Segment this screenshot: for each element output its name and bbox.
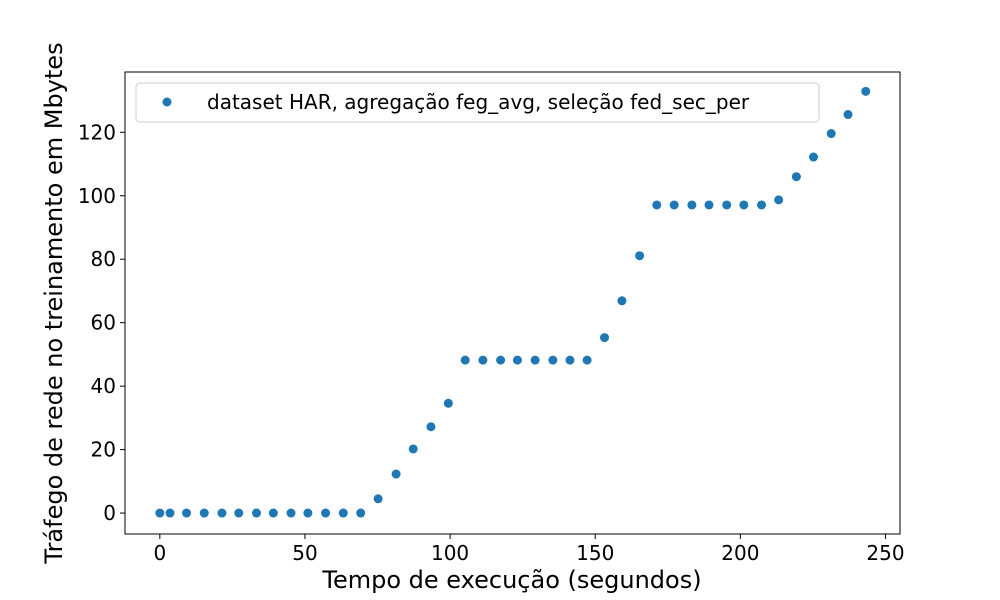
data-point	[443, 398, 453, 408]
data-point	[512, 355, 522, 365]
legend-series-label: dataset HAR, agregação feg_avg, seleção …	[207, 90, 750, 114]
data-point	[774, 195, 784, 205]
x-tick-label: 100	[431, 541, 469, 565]
data-point	[268, 508, 278, 518]
data-point	[199, 508, 209, 518]
legend-box	[135, 82, 820, 123]
data-point	[478, 355, 488, 365]
data-point	[530, 355, 540, 365]
y-tick-label: 100	[78, 184, 116, 208]
data-point	[356, 508, 366, 518]
data-point	[165, 508, 175, 518]
data-point	[791, 172, 801, 182]
y-tick-label: 40	[91, 374, 116, 398]
y-axis-ticks: 0 20 40 60 80 100 120	[78, 120, 125, 525]
y-tick-label: 80	[91, 247, 116, 271]
x-tick-label: 50	[292, 541, 317, 565]
y-tick-label: 120	[78, 120, 116, 144]
y-axis-title: Tráfego de rede no treinamento em Mbytes	[40, 42, 68, 564]
data-point	[548, 355, 558, 365]
data-point	[652, 200, 662, 210]
data-point	[861, 86, 871, 96]
data-point	[251, 508, 261, 518]
x-axis-title: Tempo de execução (segundos)	[321, 566, 701, 594]
data-point	[496, 355, 506, 365]
data-point	[460, 355, 470, 365]
data-point	[739, 200, 749, 210]
y-tick-label: 0	[103, 501, 116, 525]
x-tick-label: 200	[721, 541, 759, 565]
data-point	[809, 152, 818, 162]
data-point	[687, 200, 697, 210]
data-point	[722, 200, 732, 210]
data-point	[704, 200, 714, 210]
data-point	[391, 469, 401, 479]
data-point	[565, 355, 575, 365]
data-point	[669, 200, 679, 210]
data-point	[321, 508, 331, 518]
data-point	[217, 508, 227, 518]
data-point	[182, 508, 192, 518]
plot-area-frame	[124, 71, 901, 535]
data-point	[757, 200, 767, 210]
data-point	[155, 508, 165, 518]
x-axis-ticks: 0 50 100 150 200 250	[153, 534, 905, 565]
data-point	[408, 444, 418, 454]
data-point	[286, 508, 296, 518]
y-tick-label: 20	[91, 438, 116, 462]
data-points	[155, 86, 871, 518]
data-point	[234, 508, 244, 518]
data-point	[617, 296, 627, 306]
x-tick-label: 250	[866, 541, 904, 565]
data-point	[826, 129, 836, 139]
legend: dataset HAR, agregação feg_avg, seleção …	[135, 82, 820, 123]
data-point	[600, 333, 610, 343]
x-tick-label: 150	[576, 541, 614, 565]
data-point	[426, 422, 436, 432]
data-point	[582, 355, 592, 365]
data-point	[338, 508, 348, 518]
data-point	[303, 508, 313, 518]
x-tick-label: 0	[153, 541, 166, 565]
data-point	[843, 110, 853, 120]
data-point	[373, 494, 383, 504]
y-tick-label: 60	[91, 311, 116, 335]
data-point	[635, 251, 645, 261]
legend-marker-icon	[162, 97, 172, 107]
